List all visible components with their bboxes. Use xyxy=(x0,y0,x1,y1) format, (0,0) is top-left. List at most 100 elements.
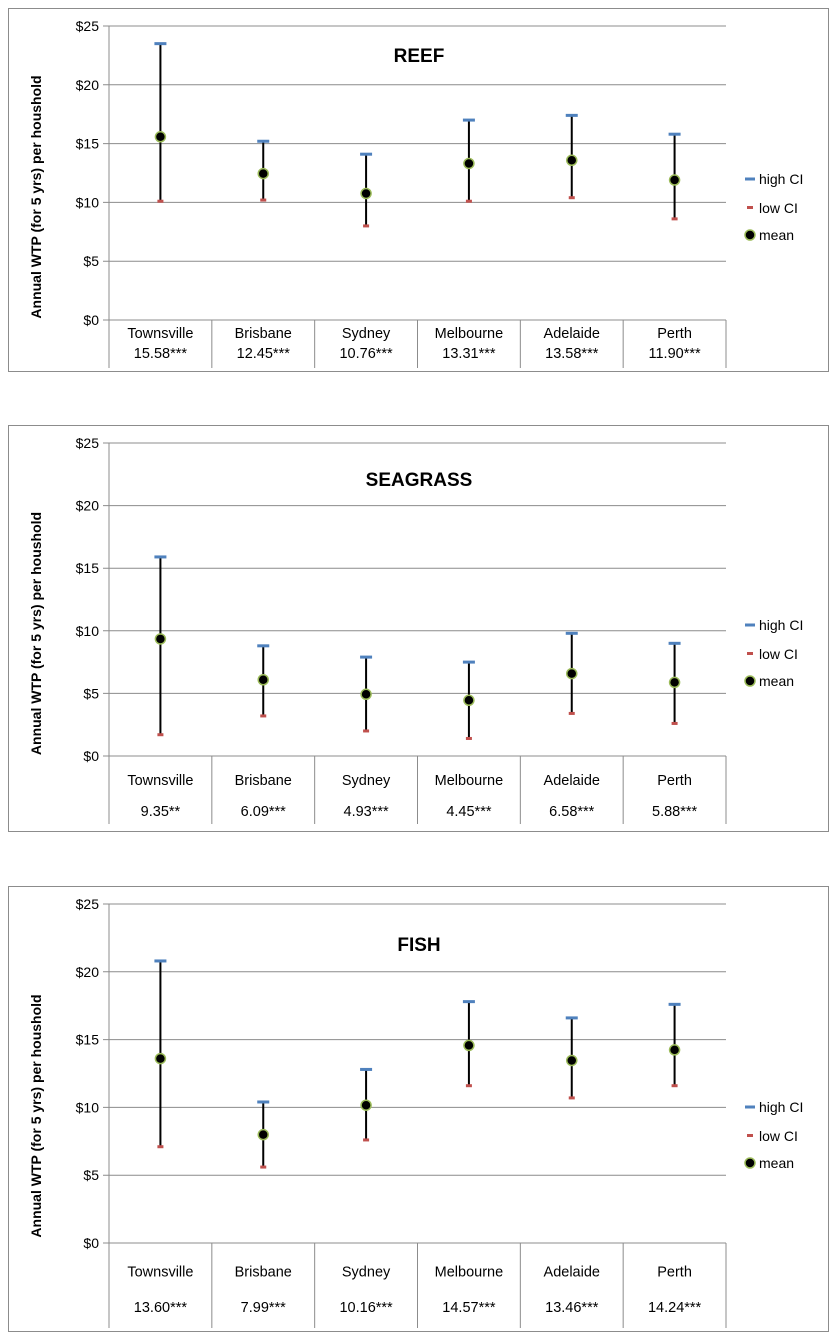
category-label: Adelaide xyxy=(544,773,600,789)
y-tick-label: $5 xyxy=(83,253,99,269)
high-ci-marker xyxy=(668,1002,681,1006)
value-label: 14.24*** xyxy=(648,1300,702,1316)
reef-chart: $0 $5 $10 $15 $20 $25 Townsville 15.58*** Brisba… xyxy=(28,18,803,368)
mean-point xyxy=(257,674,269,686)
high-ci-marker xyxy=(360,655,373,659)
y-axis-title: Annual WTP (for 5 yrs) per houshold xyxy=(28,75,44,318)
category-label: Townsville xyxy=(127,326,193,342)
low-ci-marker xyxy=(568,196,575,200)
value-label: 13.46*** xyxy=(545,1300,599,1316)
category-label: Melbourne xyxy=(435,1265,504,1281)
value-label: 10.76*** xyxy=(339,346,393,362)
legend-mean-label: mean xyxy=(759,673,794,689)
mean-point xyxy=(463,1039,475,1052)
high-ci-marker xyxy=(565,631,578,635)
low-ci-marker xyxy=(568,711,575,715)
legend-mean-swatch xyxy=(744,675,756,687)
low-ci-marker xyxy=(260,1165,267,1169)
high-ci-marker xyxy=(360,1067,373,1071)
y-tick-label: $0 xyxy=(83,312,99,328)
legend-high-ci-label: high CI xyxy=(759,617,803,633)
category-label: Brisbane xyxy=(235,326,292,342)
legend-low-ci-label: low CI xyxy=(759,646,798,662)
mean-point xyxy=(668,676,681,689)
low-ci-marker xyxy=(363,224,370,228)
legend-mean-swatch xyxy=(744,1157,756,1169)
mean-point xyxy=(154,1052,167,1065)
seagrass-chart-panel: $0 $5 $10 $15 $20 $25 Townsville 9.35** Brisbane… xyxy=(8,425,829,832)
mean-point xyxy=(154,633,167,645)
category-label: Townsville xyxy=(127,773,193,789)
low-ci-marker xyxy=(671,721,678,725)
low-ci-marker xyxy=(260,714,267,718)
mean-point xyxy=(360,187,372,200)
category-label: Sydney xyxy=(342,773,391,789)
low-ci-marker xyxy=(671,1084,678,1088)
high-ci-marker xyxy=(565,113,578,117)
chart-title: REEF xyxy=(394,46,445,67)
value-label: 4.45*** xyxy=(446,804,492,820)
y-tick-label: $15 xyxy=(76,1032,100,1048)
fish-chart: $0 $5 $10 $15 $20 $25 Townsville 13.60*** Brisba… xyxy=(28,896,803,1328)
mean-point xyxy=(668,1044,681,1056)
high-ci-marker xyxy=(154,555,167,559)
legend-low-ci-label: low CI xyxy=(759,1128,798,1144)
mean-point xyxy=(463,694,475,707)
high-ci-marker xyxy=(462,660,475,664)
value-label: 10.16*** xyxy=(339,1300,393,1316)
mean-point xyxy=(566,154,578,167)
y-tick-label: $5 xyxy=(83,685,99,701)
low-ci-marker xyxy=(157,1145,164,1149)
legend-low-ci-swatch xyxy=(747,206,753,209)
legend-low-ci-swatch xyxy=(747,1134,753,1137)
legend-mean-label: mean xyxy=(759,227,794,243)
legend-mean-label: mean xyxy=(759,1155,794,1171)
category-label: Sydney xyxy=(342,1265,391,1281)
y-tick-label: $10 xyxy=(76,1099,100,1115)
legend-mean-swatch xyxy=(744,229,756,241)
seagrass-chart: $0 $5 $10 $15 $20 $25 Townsville 9.35** Brisbane… xyxy=(28,435,803,824)
low-ci-marker xyxy=(157,199,164,203)
mean-point xyxy=(360,1099,372,1111)
y-axis-title: Annual WTP (for 5 yrs) per houshold xyxy=(28,512,44,755)
y-tick-label: $20 xyxy=(76,498,100,514)
category-label: Melbourne xyxy=(435,773,504,789)
value-label: 13.60*** xyxy=(134,1300,188,1316)
high-ci-marker xyxy=(154,42,167,46)
y-tick-label: $25 xyxy=(76,435,100,451)
high-ci-marker xyxy=(257,1100,270,1104)
y-tick-label: $10 xyxy=(76,623,100,639)
low-ci-marker xyxy=(568,1096,575,1100)
value-label: 7.99*** xyxy=(241,1300,287,1316)
low-ci-marker xyxy=(260,198,267,202)
category-label: Adelaide xyxy=(544,326,600,342)
high-ci-marker xyxy=(668,641,681,645)
low-ci-marker xyxy=(465,736,472,740)
low-ci-marker xyxy=(157,733,164,737)
reef-chart-panel: $0 $5 $10 $15 $20 $25 Townsville 15.58*** Brisba… xyxy=(8,8,829,372)
category-label: Perth xyxy=(657,326,692,342)
value-label: 11.90*** xyxy=(649,346,701,362)
category-label: Adelaide xyxy=(544,1265,600,1281)
high-ci-marker xyxy=(257,644,270,648)
chart-title: FISH xyxy=(397,935,440,956)
legend-high-ci-label: high CI xyxy=(759,171,803,187)
category-label: Brisbane xyxy=(235,1265,292,1281)
mean-point xyxy=(566,667,578,680)
fish-chart-panel: $0 $5 $10 $15 $20 $25 Townsville 13.60*** Brisba… xyxy=(8,886,829,1332)
mean-point xyxy=(566,1054,578,1067)
low-ci-marker xyxy=(465,1084,472,1088)
low-ci-marker xyxy=(363,729,370,733)
category-label: Townsville xyxy=(127,1265,193,1281)
high-ci-marker xyxy=(257,139,270,143)
category-label: Perth xyxy=(657,1265,692,1281)
value-label: 14.57*** xyxy=(442,1300,496,1316)
value-label: 4.93*** xyxy=(344,804,390,820)
value-label: 6.09*** xyxy=(241,804,287,820)
legend-high-ci-swatch xyxy=(745,1105,755,1109)
y-tick-label: $20 xyxy=(76,964,100,980)
low-ci-marker xyxy=(465,199,472,203)
value-label: 13.58*** xyxy=(545,346,599,362)
category-label: Brisbane xyxy=(235,773,292,789)
chart-title: SEAGRASS xyxy=(366,470,473,491)
